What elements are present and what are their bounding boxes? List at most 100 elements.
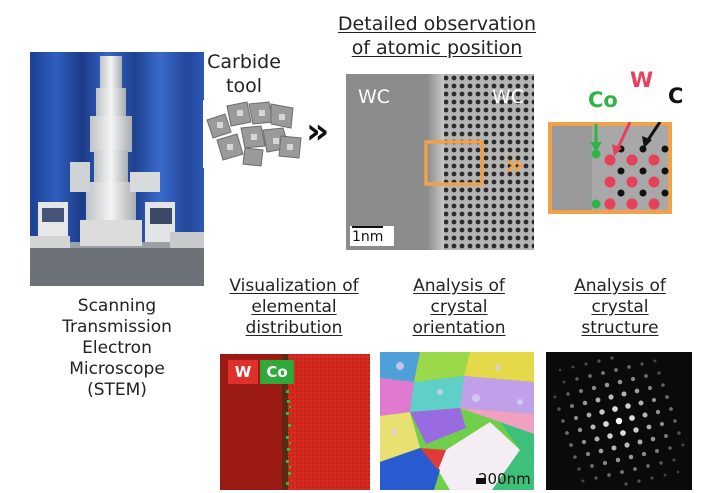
diffraction-spot: [663, 473, 667, 477]
diffraction-spot: [561, 419, 565, 423]
orientation-map: [380, 352, 534, 490]
diffraction-spot: [669, 407, 673, 411]
diffraction-spot: [650, 476, 654, 480]
diffraction-spot: [642, 412, 648, 418]
diffraction-spot: [610, 356, 614, 360]
diffraction-spot: [620, 430, 626, 436]
zoom-label-w: W: [630, 68, 654, 92]
diffraction-spot: [676, 470, 680, 474]
zoom-label-c: C: [668, 84, 684, 108]
diffraction-spot: [659, 461, 663, 465]
stem-caption: Scanning Transmission Electron Microscop…: [14, 296, 220, 401]
diffraction-spot: [617, 379, 623, 385]
diffraction-spot: [577, 427, 583, 433]
diffraction-spot: [637, 439, 643, 445]
stem-photo: [30, 52, 204, 286]
diffraction-spot: [569, 443, 573, 447]
diffraction-spot: [608, 394, 614, 400]
diffraction-spots: [553, 356, 685, 486]
diffraction-spot: [665, 395, 669, 399]
diffraction-spot: [634, 388, 640, 394]
scale-label-1nm: 1nm: [352, 226, 384, 246]
atomic-title: Detailed observation of atomic position: [302, 12, 572, 60]
diffraction-spot: [557, 407, 561, 411]
diffraction-spot: [603, 421, 609, 427]
diffraction-spot: [594, 436, 600, 442]
diffraction-spot: [595, 397, 601, 403]
diffraction-spot: [585, 451, 591, 457]
diffraction-spot: [629, 415, 635, 421]
structure-title-line-3: structure: [581, 318, 659, 338]
stem-caption-line-5: (STEM): [87, 380, 147, 400]
carbide-caption: Carbide tool: [196, 50, 292, 98]
structure-title-line-1: Analysis of: [574, 276, 666, 296]
diffraction-spot: [633, 467, 637, 471]
diffraction-spot: [553, 395, 557, 399]
diffraction-spot: [624, 442, 630, 448]
diffraction-spot: [651, 397, 657, 403]
diffraction-spot: [594, 476, 598, 480]
diffraction-spot: [607, 433, 613, 439]
diffraction-spot: [647, 385, 653, 391]
orientation-scale-label: 200nm: [478, 470, 531, 488]
orientation-title: Analysis of crystal orientation: [384, 276, 534, 339]
diffraction-spot: [565, 431, 569, 435]
diffraction-spot: [584, 362, 588, 366]
diffraction-spot: [571, 365, 575, 369]
structure-title: Analysis of crystal structure: [540, 276, 700, 339]
diffraction-spot: [588, 374, 592, 378]
arrow-right-black-icon: »: [306, 111, 330, 152]
diffraction-spot: [624, 482, 628, 486]
diffraction-spot: [620, 470, 624, 474]
diffraction-spot: [602, 460, 608, 466]
diffraction-spot: [607, 473, 611, 477]
carbide-caption-line-2: tool: [226, 75, 262, 97]
diffraction-spot: [599, 409, 605, 415]
diffraction-spot: [644, 374, 648, 378]
diffraction-spot: [612, 406, 618, 412]
elemental-tag-co: Co: [260, 360, 294, 384]
diffraction-spot: [573, 455, 577, 459]
stem-caption-line-3: Electron: [82, 338, 152, 358]
diffraction-spot: [590, 464, 594, 468]
arrow-right-orange-icon: »: [504, 145, 525, 183]
diffraction-spot: [575, 377, 579, 381]
diffraction-spot: [668, 446, 672, 450]
diffraction-spot: [633, 427, 639, 433]
diffraction-spot: [625, 403, 631, 409]
diffraction-spot: [615, 457, 621, 463]
wc-label-right: WC: [492, 86, 525, 108]
diffraction-spot: [628, 454, 634, 460]
diffraction-spot: [591, 385, 597, 391]
diffraction-spot: [590, 424, 596, 430]
stem-caption-line-1: Scanning: [77, 296, 157, 316]
stem-caption-line-2: Transmission: [62, 317, 172, 337]
diffraction-spot: [638, 400, 644, 406]
stem-caption-line-4: Microscope: [69, 359, 165, 379]
atomic-title-line-1: Detailed observation: [337, 13, 537, 35]
diffraction-spot: [664, 434, 668, 438]
diffraction-spot: [673, 419, 677, 423]
diffraction-spot: [562, 380, 566, 384]
diffraction-spot: [646, 464, 650, 468]
diffraction-spot: [677, 431, 681, 435]
diffraction-spot: [681, 443, 685, 447]
diffraction-spot: [581, 479, 585, 483]
diffraction-spot: [655, 449, 659, 453]
orientation-title-line-2: crystal: [430, 297, 488, 317]
elemental-title-line-2: elemental: [251, 297, 337, 317]
diffraction-spot: [672, 458, 676, 462]
elemental-tag-w: W: [228, 360, 258, 384]
diffraction-spot: [582, 400, 588, 406]
wc-label-left: WC: [358, 86, 391, 108]
diffraction-spot: [627, 365, 631, 369]
diffraction-spot: [586, 412, 592, 418]
diffraction-spot: [601, 371, 605, 375]
diffraction-spot: [630, 376, 636, 382]
diffraction-spot: [659, 421, 665, 427]
diffraction-spot: [577, 467, 581, 471]
diffraction-pattern: [546, 352, 692, 490]
diffraction-spot: [615, 417, 623, 425]
carbide-caption-line-1: Carbide: [207, 51, 281, 73]
diffraction-spot: [640, 362, 644, 366]
